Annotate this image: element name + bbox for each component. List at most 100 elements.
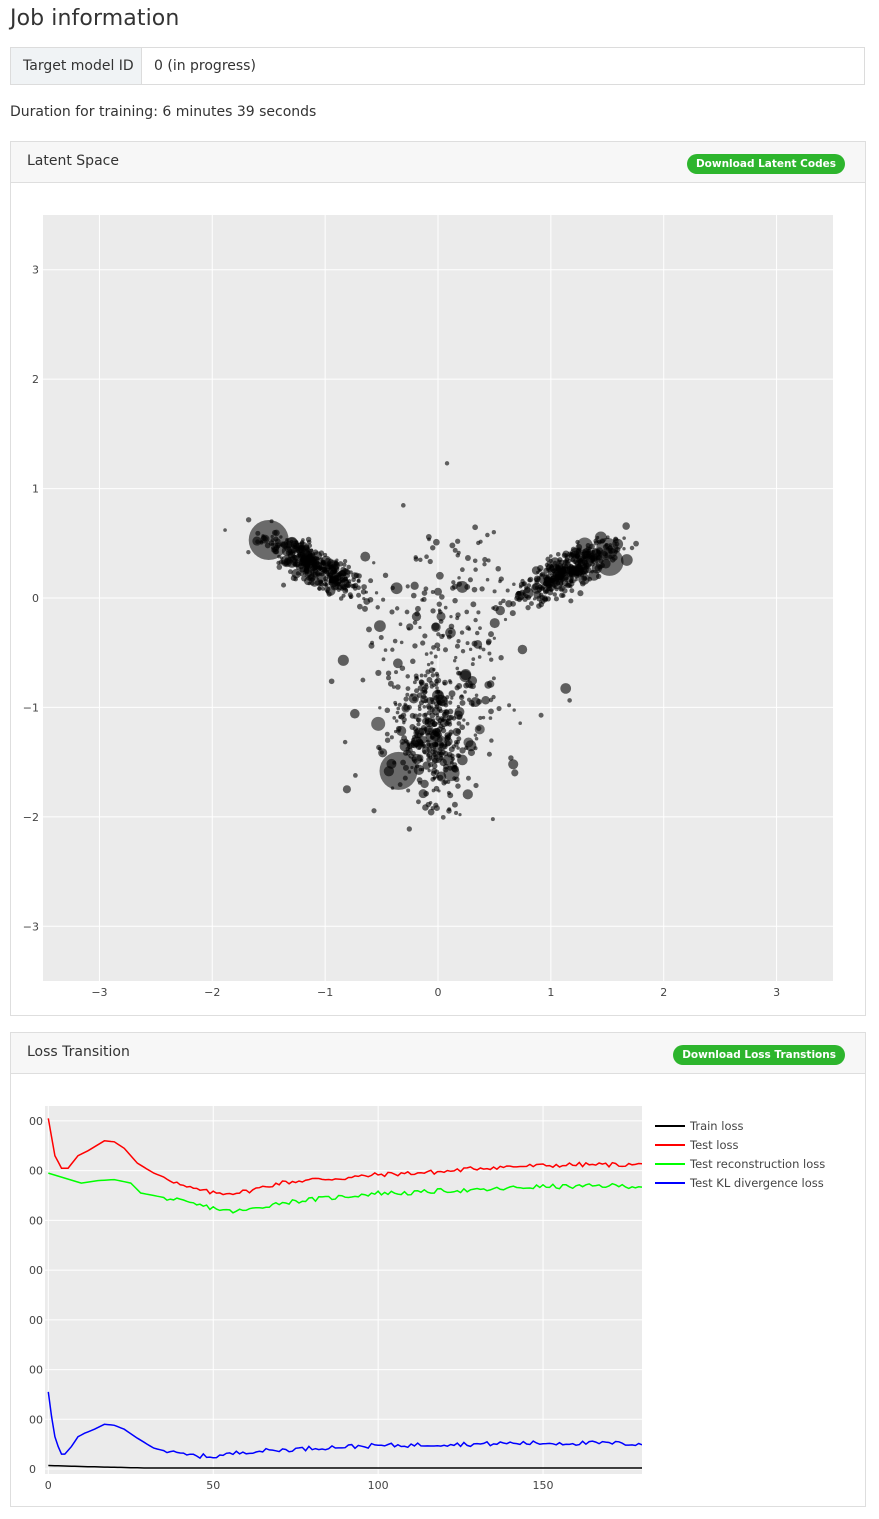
scatter-point [454, 742, 459, 747]
scatter-point [366, 626, 372, 633]
scatter-point [449, 615, 453, 619]
loss-transition-card-header: Loss Transition Download Loss Transtions [11, 1033, 865, 1074]
scatter-point [407, 743, 413, 750]
scatter-point [430, 705, 434, 709]
scatter-point [444, 709, 450, 716]
scatter-point [463, 682, 470, 689]
scatter-point [299, 571, 305, 577]
scatter-point [468, 647, 473, 652]
scatter-point [526, 583, 532, 588]
scatter-point-large [379, 751, 418, 790]
download-latent-codes-button[interactable]: Download Latent Codes [686, 154, 845, 174]
scatter-point [378, 706, 382, 710]
scatter-y-tick-label: −2 [23, 811, 39, 824]
scatter-point [350, 583, 356, 589]
scatter-point [459, 747, 466, 754]
scatter-point [456, 704, 461, 709]
scatter-point [415, 605, 421, 612]
scatter-point [560, 683, 572, 694]
scatter-point [405, 692, 410, 697]
scatter-point [420, 640, 426, 646]
scatter-point [414, 688, 420, 694]
scatter-point [416, 717, 422, 723]
scatter-point [432, 776, 437, 781]
scatter-point [317, 586, 322, 591]
scatter-point-large [463, 737, 474, 748]
scatter-point [390, 582, 403, 595]
scatter-point [459, 567, 465, 573]
scatter-point [498, 655, 504, 661]
scatter-point [448, 714, 454, 721]
scatter-point [510, 601, 516, 607]
scatter-point [454, 810, 459, 816]
scatter-point [450, 696, 454, 700]
scatter-point [491, 694, 496, 700]
scatter-point [431, 788, 436, 793]
scatter-point [465, 775, 471, 781]
scatter-point [410, 581, 419, 590]
scatter-point [491, 676, 496, 681]
scatter-point [384, 707, 391, 714]
scatter-point [487, 651, 492, 656]
scatter-point [445, 718, 452, 725]
scatter-point [324, 586, 331, 593]
scatter-point [422, 804, 429, 811]
scatter-point [454, 706, 465, 717]
scatter-point [308, 573, 315, 580]
latent-space-scatter-chart[interactable]: −3 −2 −1 0 1 2 3 −3 −2 −1 0 1 2 3 [11, 183, 865, 1015]
scatter-point [378, 635, 384, 641]
scatter-point [572, 579, 576, 583]
scatter-point [356, 592, 362, 598]
scatter-point [507, 703, 512, 708]
scatter-point [326, 591, 332, 597]
scatter-y-tick-label: −3 [23, 920, 39, 933]
scatter-point [492, 589, 497, 594]
scatter-point [554, 566, 559, 571]
scatter-point [427, 537, 431, 542]
scatter-point [386, 675, 392, 681]
scatter-point [452, 727, 461, 737]
download-loss-transitions-button[interactable]: Download Loss Transtions [673, 1045, 845, 1065]
scatter-point [417, 780, 422, 785]
scatter-point-large [283, 537, 300, 554]
scatter-point [346, 564, 352, 570]
scatter-point [389, 735, 394, 740]
scatter-point [467, 675, 478, 686]
scatter-point [405, 674, 410, 679]
scatter-point [319, 570, 325, 577]
scatter-point [424, 554, 429, 560]
scatter-point [350, 708, 360, 719]
scatter-point [422, 633, 428, 639]
scatter-point [476, 698, 482, 705]
scatter-point [423, 586, 429, 592]
scatter-point [524, 586, 531, 594]
scatter-point [473, 746, 478, 751]
scatter-point [485, 577, 490, 582]
scatter-point [548, 554, 553, 558]
scatter-point [528, 601, 534, 607]
scatter-point [455, 666, 460, 671]
scatter-point [539, 572, 544, 577]
scatter-point [536, 570, 540, 574]
scatter-point [318, 550, 325, 556]
scatter-point [377, 746, 382, 751]
scatter-point [445, 695, 450, 700]
scatter-point [422, 704, 427, 709]
scatter-point [428, 755, 433, 760]
scatter-point [456, 581, 463, 587]
scatter-x-tick-label: 2 [660, 986, 667, 999]
scatter-point [419, 681, 424, 686]
scatter-point [550, 557, 560, 567]
scatter-point [395, 710, 400, 715]
loss-y-tick-label: 00 [29, 1364, 43, 1377]
scatter-point [456, 746, 460, 750]
scatter-point [576, 568, 581, 573]
scatter-point [312, 567, 319, 574]
loss-transition-card: Loss Transition Download Loss Transtions… [10, 1032, 866, 1507]
scatter-point [436, 647, 441, 652]
loss-y-tick-label: 00 [29, 1413, 43, 1426]
scatter-point [426, 662, 431, 667]
loss-y-tick-label: 00 [29, 1214, 43, 1227]
page-title: Job information [10, 6, 180, 31]
